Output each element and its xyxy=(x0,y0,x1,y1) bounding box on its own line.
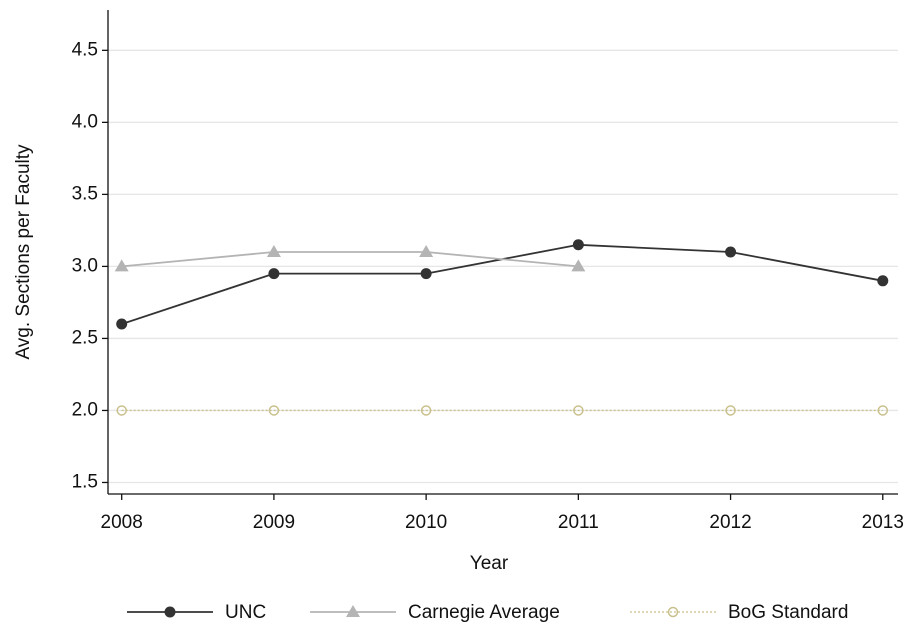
x-axis-title: Year xyxy=(470,553,509,574)
x-tick-label: 2010 xyxy=(405,512,447,533)
marker xyxy=(116,318,128,330)
marker xyxy=(419,245,434,257)
marker xyxy=(116,405,127,416)
y-tick-label: 2.0 xyxy=(72,399,98,420)
y-tick-label: 2.5 xyxy=(72,327,98,348)
marker xyxy=(571,259,586,272)
y-tick-label: 4.5 xyxy=(72,39,98,60)
x-tick-label: 2008 xyxy=(101,512,143,533)
marker xyxy=(725,405,736,416)
marker xyxy=(114,259,129,272)
marker xyxy=(420,268,432,280)
x-tick-label: 2009 xyxy=(253,512,295,533)
marker xyxy=(420,405,432,416)
marker xyxy=(725,246,737,258)
x-tick-label: 2012 xyxy=(709,512,751,533)
legend-marker xyxy=(667,606,679,618)
marker xyxy=(877,405,889,416)
marker xyxy=(877,275,889,287)
series-line xyxy=(121,251,579,268)
y-tick-label: 1.5 xyxy=(72,471,98,492)
marker xyxy=(573,405,584,416)
marker xyxy=(268,405,280,416)
marker xyxy=(266,245,281,257)
marker xyxy=(572,239,584,251)
legend-label: BoG Standard xyxy=(728,602,848,623)
x-tick-label: 2013 xyxy=(862,512,904,533)
y-tick-label: 3.5 xyxy=(72,183,98,204)
legend-marker xyxy=(346,605,360,617)
marker xyxy=(268,268,280,280)
series-line xyxy=(121,243,883,325)
y-tick-label: 3.0 xyxy=(72,255,98,276)
x-tick-label: 2011 xyxy=(558,512,599,533)
legend-marker xyxy=(164,606,176,618)
y-tick-label: 4.0 xyxy=(72,111,98,132)
legend-label: Carnegie Average xyxy=(408,602,560,623)
legend-label: UNC xyxy=(225,602,266,623)
y-axis-title: Avg. Sections per Faculty xyxy=(13,144,34,360)
